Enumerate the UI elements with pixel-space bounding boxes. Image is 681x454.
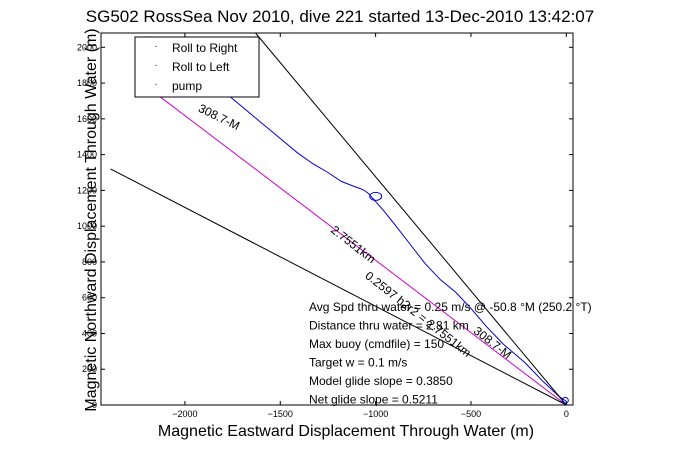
x-tick-label: −1500 [268, 409, 293, 419]
legend-label: Roll to Right [172, 41, 238, 55]
y-tick-label: 1800 [77, 78, 97, 88]
x-axis: −2000 −1500 −1000 −500 0 [172, 33, 569, 419]
track-annotation: 308.7-M [196, 101, 242, 133]
legend-label: pump [172, 79, 202, 93]
legend: · Roll to Right · Roll to Left · pump [134, 36, 260, 98]
y-tick-label: 1600 [77, 114, 97, 124]
legend-label: Roll to Left [172, 60, 230, 74]
track-annotation: 308.7-M [471, 324, 514, 362]
plot-frame [100, 32, 574, 406]
y-axis-label: Magnetic Northward Displacement Through … [83, 28, 100, 411]
x-axis-label: Magnetic Eastward Displacement Through W… [158, 423, 534, 440]
track-loop [369, 191, 383, 201]
y-tick-label: 1400 [77, 150, 97, 160]
y-tick-label: 0 [92, 400, 97, 410]
x-tick-label: −500 [461, 409, 481, 419]
info-line: Model glide slope = 0.3850 [309, 374, 453, 388]
y-tick-label: 200 [82, 364, 97, 374]
info-line: Max buoy (cmdfile) = 150 [309, 337, 444, 351]
y-tick-label: 800 [82, 257, 97, 267]
series-line-2 [255, 32, 567, 406]
y-tick-label: 1000 [77, 221, 97, 231]
info-line: Target w = 0.1 m/s [309, 356, 407, 370]
info-box: Avg Spd thru water = 0.25 m/s @ -50.8 °M… [309, 300, 592, 407]
y-tick-label: 1200 [77, 185, 97, 195]
x-tick-label: −2000 [172, 409, 197, 419]
info-line: Net glide slope = 0.5211 [309, 393, 438, 407]
x-tick-label: −1000 [363, 409, 388, 419]
legend-marker: · [154, 79, 157, 90]
chart-title: SG502 RossSea Nov 2010, dive 221 started… [86, 7, 594, 26]
y-tick-label: 400 [82, 328, 97, 338]
track-annotation: 2.7551km [328, 223, 378, 266]
legend-marker: · [154, 41, 157, 52]
y-axis: 0 200 400 600 800 1000 1200 1400 1600 1800 2000 [77, 42, 573, 410]
y-tick-label: 600 [82, 293, 97, 303]
info-line: Avg Spd thru water = 0.25 m/s @ -50.8 °M… [309, 300, 592, 314]
series-line-1 [146, 86, 567, 406]
y-tick-label: 2000 [77, 42, 97, 52]
legend-box [134, 36, 260, 98]
x-tick-label: 0 [564, 409, 569, 419]
info-line: Distance thru water = 2.81 km [309, 319, 469, 333]
series-line-3 [110, 168, 567, 406]
legend-marker: · [154, 60, 157, 71]
track-end-marker [561, 396, 569, 404]
